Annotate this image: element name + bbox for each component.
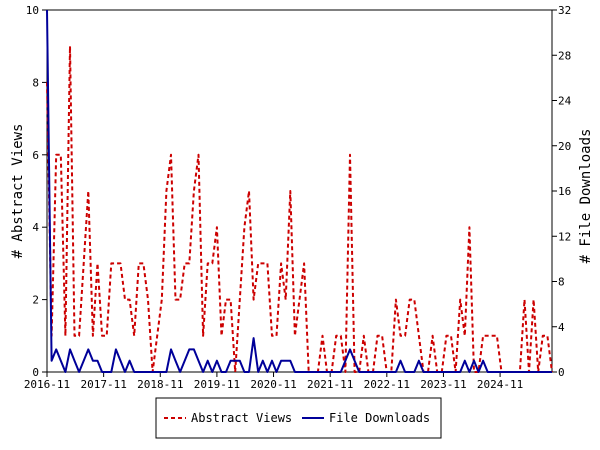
left-tick-label: 4 [32,221,39,234]
series-layer [46,9,553,373]
right-tick-label: 12 [558,230,571,243]
right-tick-label: 16 [558,185,571,198]
series-line-abstract-views [46,45,553,373]
x-tick-label: 2022-11 [364,378,410,391]
left-tick-label: 2 [32,294,39,307]
right-tick-label: 4 [558,321,565,334]
right-tick-label: 32 [558,4,571,17]
x-tick-label: 2023-11 [420,378,466,391]
x-axis: 2016-11 2017-11 2018-11 2019-11 2020-11 2021-… [24,372,523,391]
left-tick-label: 0 [32,366,39,379]
legend: Abstract Views File Downloads [155,397,442,439]
x-tick-label: 2016-11 [24,378,70,391]
right-axis-title: # File Downloads [578,129,594,264]
left-axis-title: # Abstract Views [10,124,26,259]
left-tick-label: 10 [26,4,39,17]
right-y-axis: 0 4 8 12 16 20 24 28 32 [552,4,572,379]
x-tick-label: 2017-11 [80,378,126,391]
right-tick-label: 8 [558,276,565,289]
right-tick-label: 0 [558,366,565,379]
plot-area [46,9,553,373]
x-tick-label: 2021-11 [307,378,353,391]
x-tick-label: 2019-11 [194,378,240,391]
legend-label-file-downloads: File Downloads [329,411,430,425]
x-tick-label: 2018-11 [137,378,183,391]
right-tick-label: 24 [558,95,572,108]
right-tick-label: 28 [558,49,571,62]
left-tick-label: 8 [32,76,39,89]
legend-label-abstract-views: Abstract Views [191,411,292,425]
x-tick-label: 2020-11 [250,378,296,391]
legend-box [155,397,442,439]
right-tick-label: 20 [558,140,571,153]
left-y-axis: 0 2 4 6 8 10 [26,4,47,379]
series-line-file-downloads [46,9,552,373]
left-tick-label: 6 [32,149,39,162]
x-tick-label: 2024-11 [477,378,523,391]
